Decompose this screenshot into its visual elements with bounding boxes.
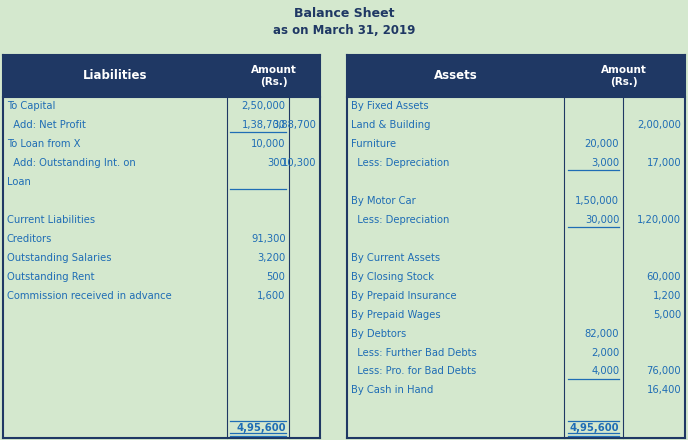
Text: Less: Further Bad Debts: Less: Further Bad Debts <box>351 348 477 358</box>
Text: Furniture: Furniture <box>351 139 396 149</box>
Text: Land & Building: Land & Building <box>351 120 431 130</box>
Text: 30,000: 30,000 <box>585 215 619 225</box>
Text: 5,000: 5,000 <box>653 310 681 320</box>
Text: By Prepaid Wages: By Prepaid Wages <box>351 310 440 320</box>
Polygon shape <box>3 55 320 97</box>
Text: 20,000: 20,000 <box>585 139 619 149</box>
Text: Assets: Assets <box>434 70 477 82</box>
Text: 4,95,600: 4,95,600 <box>570 423 619 433</box>
Text: 17,000: 17,000 <box>647 158 681 168</box>
Text: 4,000: 4,000 <box>591 367 619 377</box>
Text: 2,000: 2,000 <box>591 348 619 358</box>
Text: 3,200: 3,200 <box>257 253 286 263</box>
Text: 3,88,700: 3,88,700 <box>272 120 316 130</box>
Text: By Cash in Hand: By Cash in Hand <box>351 385 433 396</box>
Text: To Capital: To Capital <box>7 101 55 111</box>
Text: By Current Assets: By Current Assets <box>351 253 440 263</box>
Text: 300: 300 <box>267 158 286 168</box>
Text: 82,000: 82,000 <box>585 329 619 339</box>
Text: 91,300: 91,300 <box>251 234 286 244</box>
Text: 1,600: 1,600 <box>257 291 286 301</box>
Polygon shape <box>347 55 685 438</box>
Text: 1,200: 1,200 <box>653 291 681 301</box>
Text: 60,000: 60,000 <box>647 272 681 282</box>
Text: Less: Pro. for Bad Debts: Less: Pro. for Bad Debts <box>351 367 476 377</box>
Text: 2,00,000: 2,00,000 <box>637 120 681 130</box>
Text: Current Liabilities: Current Liabilities <box>7 215 95 225</box>
Text: 4,95,600: 4,95,600 <box>236 423 286 433</box>
Text: Liabilities: Liabilities <box>83 70 147 82</box>
Text: 2,50,000: 2,50,000 <box>241 101 286 111</box>
Text: 3,000: 3,000 <box>591 158 619 168</box>
Text: Add: Net Profit: Add: Net Profit <box>7 120 86 130</box>
Polygon shape <box>3 55 320 438</box>
Text: Commission received in advance: Commission received in advance <box>7 291 171 301</box>
Text: By Closing Stock: By Closing Stock <box>351 272 434 282</box>
Text: Loan: Loan <box>7 177 31 187</box>
Text: 76,000: 76,000 <box>647 367 681 377</box>
Text: 10,300: 10,300 <box>282 158 316 168</box>
Text: Less: Depreciation: Less: Depreciation <box>351 158 449 168</box>
Text: By Fixed Assets: By Fixed Assets <box>351 101 429 111</box>
Text: By Motor Car: By Motor Car <box>351 196 416 206</box>
Text: Outstanding Rent: Outstanding Rent <box>7 272 94 282</box>
Text: By Prepaid Insurance: By Prepaid Insurance <box>351 291 457 301</box>
Text: as on March 31, 2019: as on March 31, 2019 <box>273 24 415 37</box>
Text: 1,38,700: 1,38,700 <box>241 120 286 130</box>
Text: Less: Depreciation: Less: Depreciation <box>351 215 449 225</box>
Text: Creditors: Creditors <box>7 234 52 244</box>
Text: 500: 500 <box>267 272 286 282</box>
Text: Amount
(Rs.): Amount (Rs.) <box>601 65 647 87</box>
Text: By Debtors: By Debtors <box>351 329 406 339</box>
Text: 1,20,000: 1,20,000 <box>637 215 681 225</box>
Text: Balance Sheet: Balance Sheet <box>294 7 394 20</box>
Text: Outstanding Salaries: Outstanding Salaries <box>7 253 111 263</box>
Text: Add: Outstanding Int. on: Add: Outstanding Int. on <box>7 158 136 168</box>
Text: 16,400: 16,400 <box>647 385 681 396</box>
Text: 10,000: 10,000 <box>251 139 286 149</box>
Text: Amount
(Rs.): Amount (Rs.) <box>250 65 297 87</box>
Text: 1,50,000: 1,50,000 <box>575 196 619 206</box>
Polygon shape <box>347 55 685 97</box>
Text: To Loan from X: To Loan from X <box>7 139 80 149</box>
